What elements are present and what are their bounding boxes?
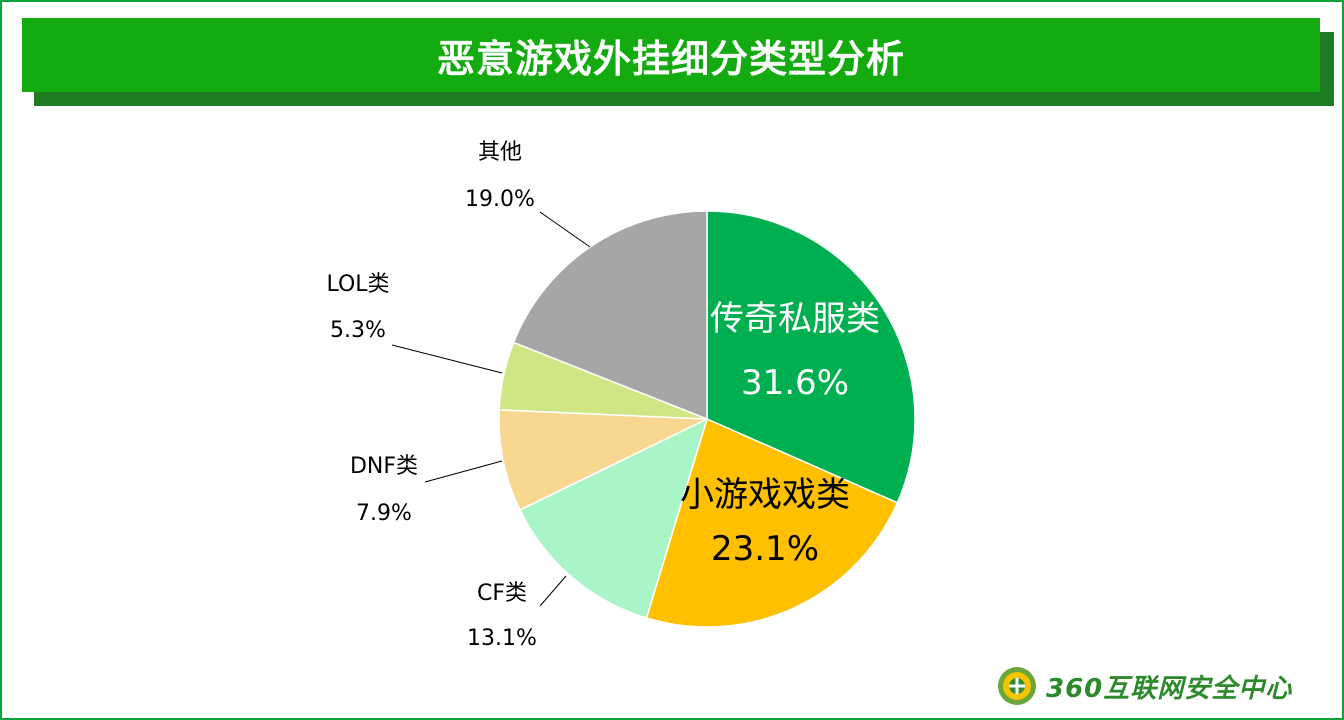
- slice-label-5: LOL类: [326, 272, 389, 297]
- slice-percent-3: 13.1%: [467, 626, 537, 651]
- pie-slice-3: [518, 417, 709, 619]
- logo-text: 360互联网安全中心: [1046, 673, 1293, 704]
- leader-line-5: [391, 344, 503, 374]
- slice-label-1: 传奇私服类: [710, 299, 880, 339]
- leader-line-6: [539, 211, 591, 248]
- slice-percent-2: 23.1%: [711, 529, 819, 569]
- pie-slice-2: [645, 417, 899, 628]
- title-bar: 恶意游戏外挂细分类型分析: [22, 18, 1320, 92]
- slice-percent-6: 19.0%: [465, 187, 535, 212]
- leader-line-3: [539, 575, 567, 607]
- logo: 360互联网安全中心: [996, 664, 1292, 708]
- leader-line-4: [424, 460, 503, 483]
- slice-percent-5: 5.3%: [330, 318, 386, 343]
- slice-label-6: 其他: [478, 140, 522, 165]
- slice-label-3: CF类: [477, 581, 527, 606]
- slice-label-4: DNF类: [350, 454, 418, 479]
- slice-percent-1: 31.6%: [741, 363, 849, 403]
- slice-label-2: 小游戏戏类: [680, 475, 850, 515]
- pie-slice-6: [512, 210, 708, 421]
- shield-logo-icon: [998, 667, 1036, 705]
- slice-percent-4: 7.9%: [356, 501, 412, 526]
- pie-slice-1: [706, 210, 916, 504]
- pie-slice-4: [498, 409, 708, 511]
- chart-title: 恶意游戏外挂细分类型分析: [436, 36, 905, 81]
